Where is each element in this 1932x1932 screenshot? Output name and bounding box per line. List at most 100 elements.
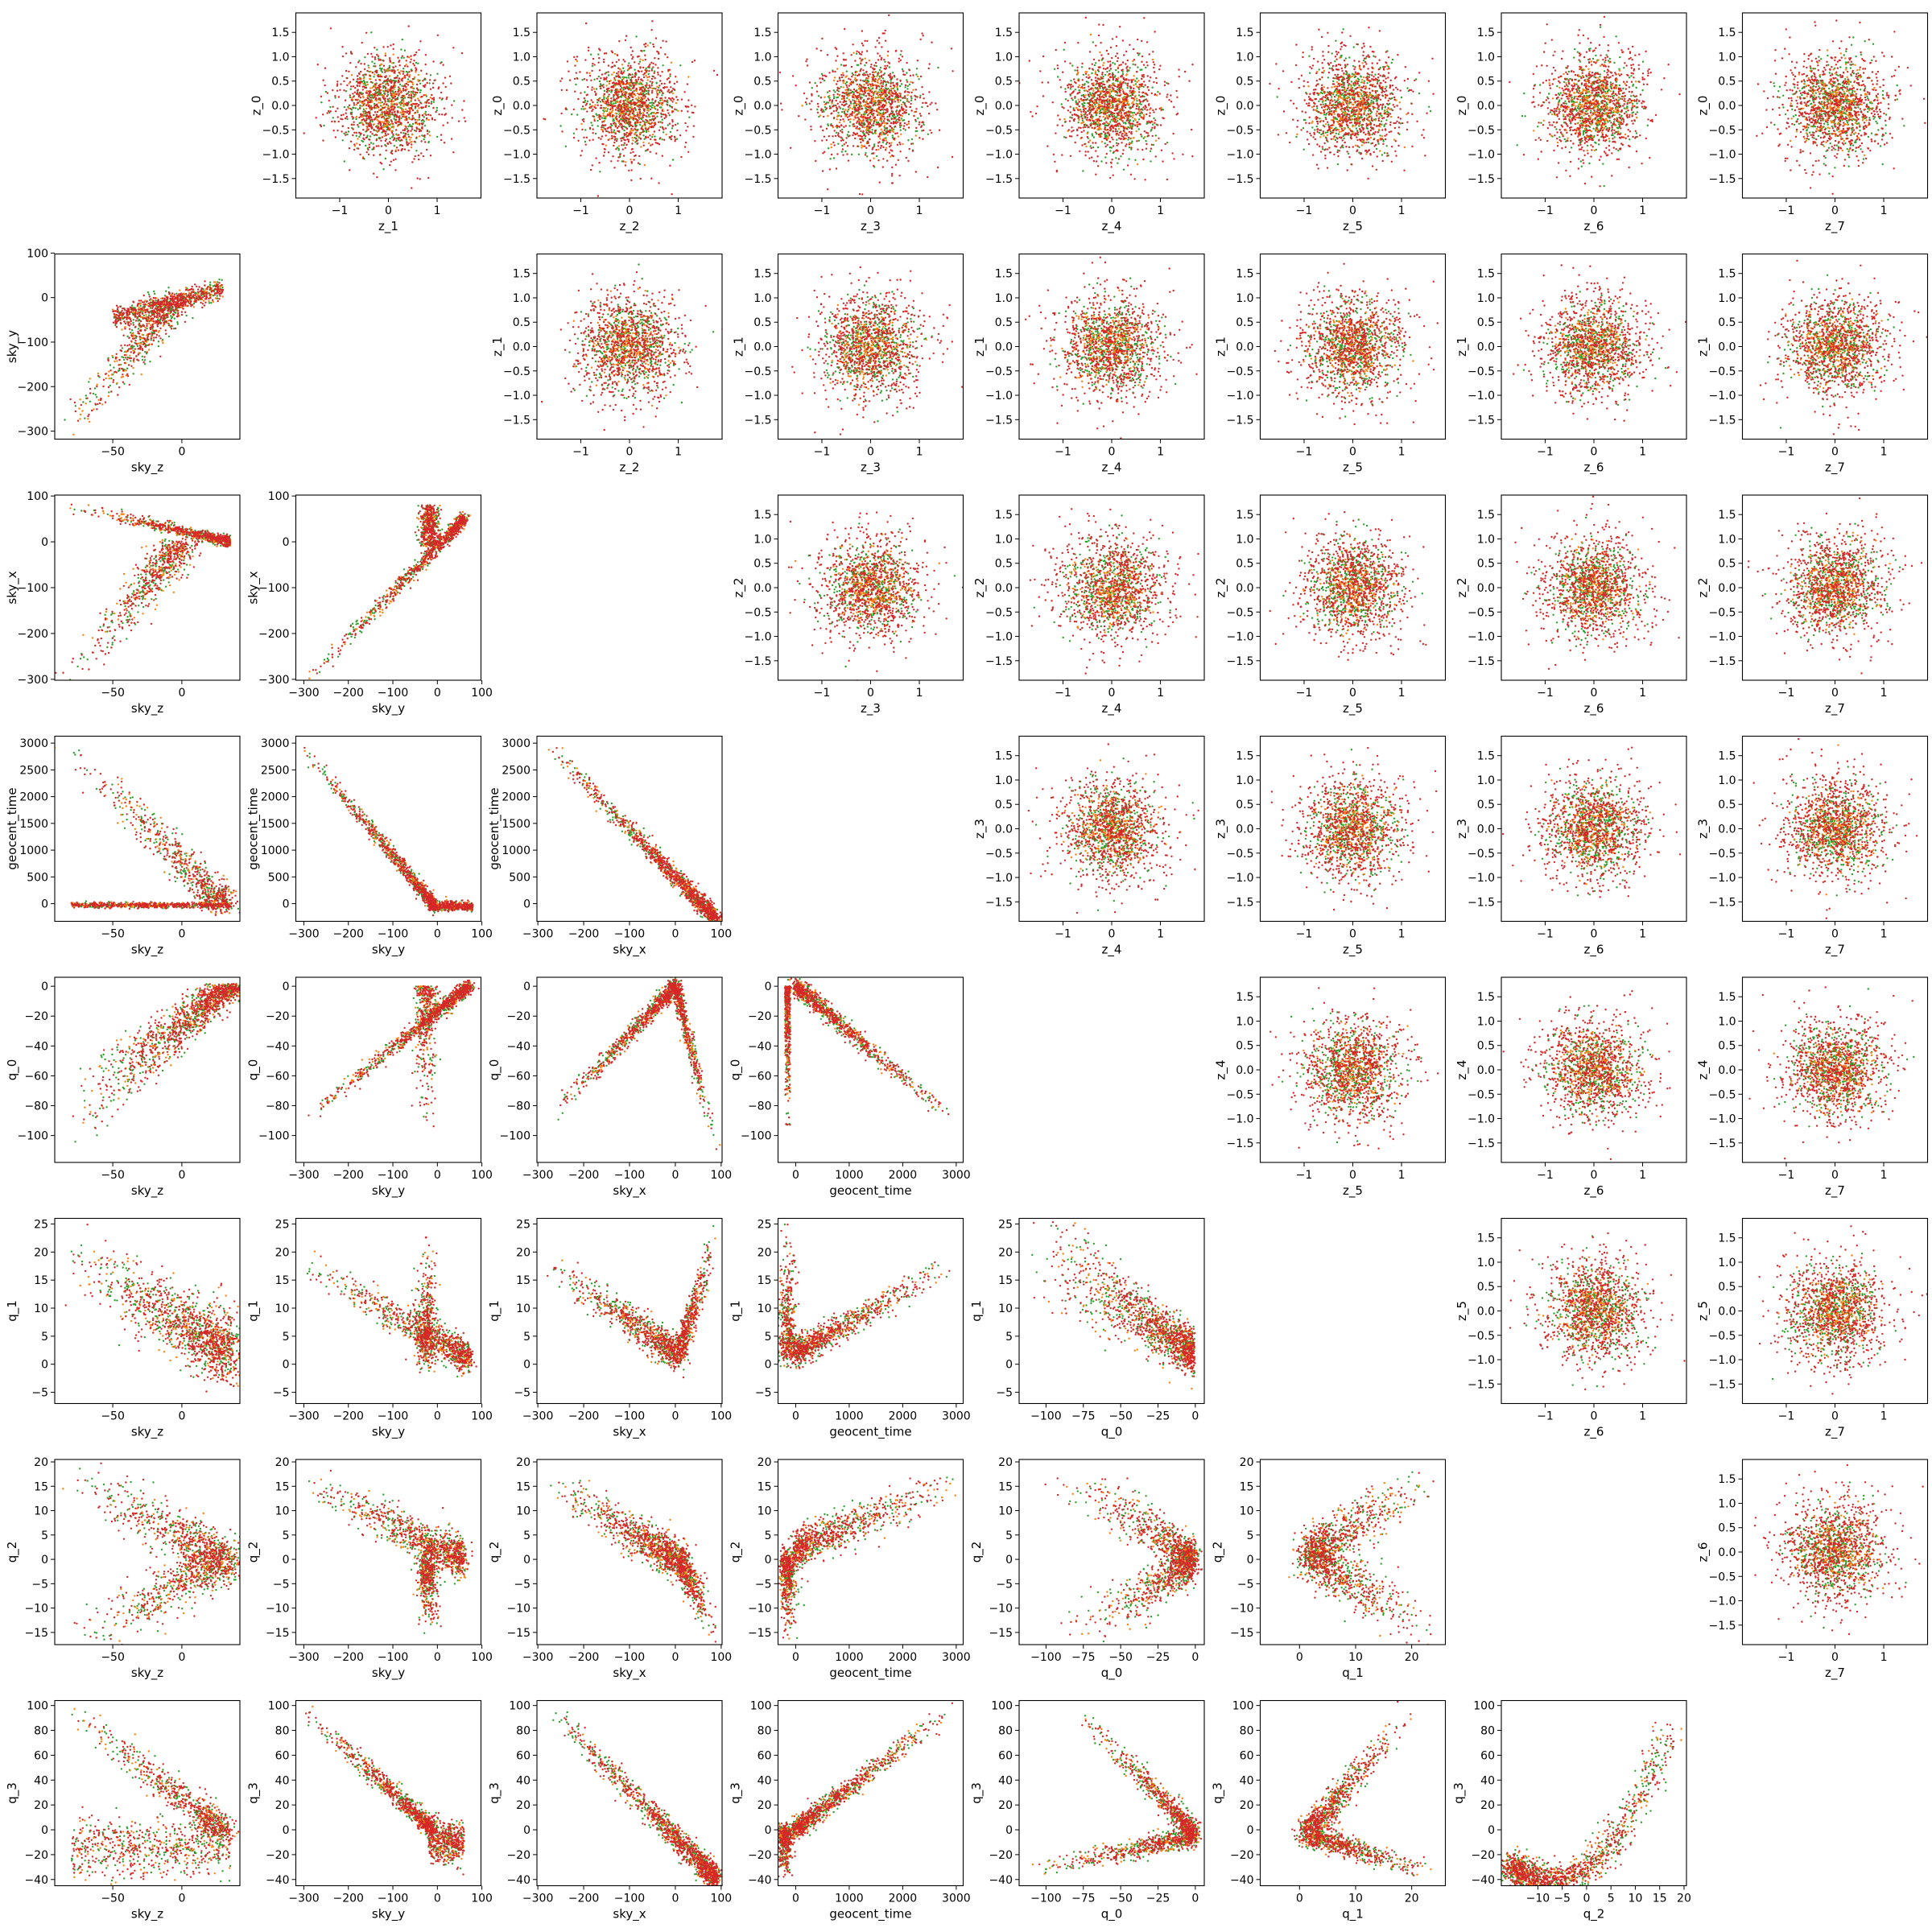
- y-tick-label: 0: [1005, 1824, 1013, 1837]
- y-tick-label: −5: [755, 1578, 772, 1591]
- x-tick-label: −1: [1778, 204, 1795, 217]
- x-tick-label: −100: [378, 1651, 408, 1664]
- y-tick-label: −1.0: [1709, 872, 1736, 885]
- y-tick-label: −40: [1230, 1874, 1254, 1887]
- y-axis-label: q_3: [487, 1782, 502, 1804]
- x-tick-label: 10: [1629, 1893, 1643, 1905]
- x-tick-label: −100: [378, 928, 408, 941]
- panel-q_2-vs-q_1: 0 10 20 −15 −10 −5 0 5 10 15 20 q_1 q_2: [1211, 1456, 1447, 1681]
- y-axis-label: z_0: [1214, 96, 1229, 116]
- y-tick-label: 0: [523, 980, 530, 993]
- point-series-2: [1748, 986, 1913, 1160]
- panel-z_2-vs-z_4: −1 0 1 −1.5 −1.0 −0.5 0.0 0.5 1.0 1.5 z_4 z_2: [972, 494, 1205, 716]
- y-axis-label: geocent_time: [246, 787, 262, 869]
- y-tick-label: −1.5: [503, 414, 530, 427]
- y-tick-label: 10: [998, 1302, 1013, 1315]
- x-tick-label: 1: [916, 204, 923, 217]
- x-axis-label: z_4: [1102, 701, 1122, 716]
- y-tick-label: 5: [283, 1530, 290, 1542]
- point-series-0: [1282, 518, 1424, 636]
- x-axis-label: z_5: [1343, 943, 1363, 958]
- y-tick-label: −1.0: [985, 872, 1013, 885]
- y-tick-label: 1.5: [753, 268, 771, 281]
- x-tick-label: −200: [568, 1169, 599, 1182]
- y-tick-label: 1.5: [1236, 750, 1253, 763]
- point-series-1: [72, 281, 224, 436]
- y-tick-label: −1.0: [1709, 631, 1736, 644]
- x-tick-label: −1: [1537, 204, 1554, 217]
- scatter-points: [1758, 1225, 1928, 1395]
- y-tick-label: −1.5: [1227, 414, 1254, 427]
- y-tick-label: 0: [41, 898, 48, 911]
- y-axis-label: q_0: [729, 1059, 744, 1081]
- y-tick-label: −5: [514, 1387, 530, 1400]
- y-tick-label: −1.5: [1709, 1137, 1736, 1150]
- point-series-2: [1758, 1225, 1928, 1395]
- y-tick-label: −40: [748, 1040, 772, 1053]
- y-tick-label: −40: [989, 1874, 1013, 1887]
- axes-frame: [1259, 976, 1447, 1163]
- axes-frame: [1501, 494, 1687, 681]
- x-tick-label: −10: [1526, 1893, 1550, 1905]
- y-tick-label: 5: [765, 1530, 772, 1542]
- x-tick-label: −100: [614, 1893, 645, 1905]
- x-axis-label: z_5: [1343, 701, 1363, 716]
- y-tick-label: 0: [765, 1359, 772, 1372]
- y-tick-label: 1.5: [513, 268, 530, 281]
- axes-frame: [1018, 12, 1205, 199]
- x-tick-label: −300: [522, 1169, 553, 1182]
- y-tick-label: −0.5: [1227, 1088, 1254, 1101]
- x-tick-label: 1: [1157, 204, 1164, 217]
- y-tick-label: 20: [1240, 1799, 1254, 1812]
- y-tick-label: 10: [34, 1302, 48, 1315]
- y-tick-label: 0.5: [1477, 76, 1495, 89]
- y-tick-label: −80: [266, 1100, 290, 1113]
- y-tick-label: −1.5: [1709, 1620, 1736, 1633]
- x-tick-label: −1: [1537, 446, 1554, 459]
- point-series-0: [1534, 767, 1650, 897]
- x-tick-label: 0: [1349, 446, 1356, 459]
- y-axis-label: z_4: [1455, 1060, 1470, 1080]
- scatter-points: [778, 1702, 954, 1878]
- y-tick-label: 15: [998, 1274, 1013, 1287]
- x-tick-label: 1: [1398, 1169, 1406, 1182]
- x-tick-label: 1: [916, 687, 923, 700]
- y-tick-label: 5: [41, 1530, 48, 1542]
- x-axis-label: z_4: [1102, 943, 1122, 958]
- scatter-points: [64, 279, 225, 436]
- x-tick-label: 1: [1157, 687, 1164, 700]
- y-tick-label: 0.5: [1718, 1040, 1736, 1053]
- x-tick-label: −200: [333, 1893, 364, 1905]
- y-tick-label: 1.0: [995, 774, 1013, 787]
- y-tick-label: 1.0: [271, 51, 289, 64]
- panel-geocent_time-vs-sky_x: −300 −200 −100 0 100050010001500200025003000…: [487, 735, 732, 958]
- y-tick-label: −80: [506, 1100, 530, 1113]
- y-tick-label: −20: [989, 1849, 1013, 1862]
- y-tick-label: 0: [1247, 1824, 1254, 1837]
- x-tick-label: −50: [101, 928, 125, 941]
- y-tick-label: −0.5: [1709, 848, 1736, 861]
- axes-frame: [54, 253, 241, 440]
- x-tick-label: 0: [1831, 1651, 1839, 1664]
- x-tick-label: 0: [626, 204, 634, 217]
- y-axis-label: q_2: [487, 1542, 502, 1563]
- y-axis-label: q_1: [729, 1300, 744, 1322]
- x-tick-label: 1: [1880, 446, 1888, 459]
- x-tick-label: 0: [1191, 1651, 1199, 1664]
- scatter-points: [1027, 743, 1199, 914]
- y-tick-label: 40: [275, 1774, 290, 1787]
- y-tick-label: 100: [509, 1700, 530, 1713]
- x-tick-label: −100: [1030, 1651, 1061, 1664]
- x-tick-label: 0: [671, 1169, 679, 1182]
- panel-z_1-vs-z_2: −1 0 1 −1.5 −1.0 −0.5 0.0 0.5 1.0 1.5 z_2 z_1: [490, 253, 723, 476]
- x-tick-label: −75: [1071, 1410, 1096, 1423]
- x-axis-label: geocent_time: [829, 1425, 911, 1440]
- y-tick-label: −1.0: [1468, 1354, 1495, 1367]
- x-axis-label: z_5: [1343, 1183, 1363, 1199]
- point-series-0: [568, 263, 715, 404]
- scatter-points: [55, 503, 232, 680]
- x-tick-label: 1: [1157, 446, 1164, 459]
- panel-q_3-vs-q_2: −10 −5 0 5 10 15 20 −40 −20 0 20 40 60 80 100 q_2 q_3: [1451, 1700, 1691, 1922]
- point-series-0: [308, 1711, 465, 1870]
